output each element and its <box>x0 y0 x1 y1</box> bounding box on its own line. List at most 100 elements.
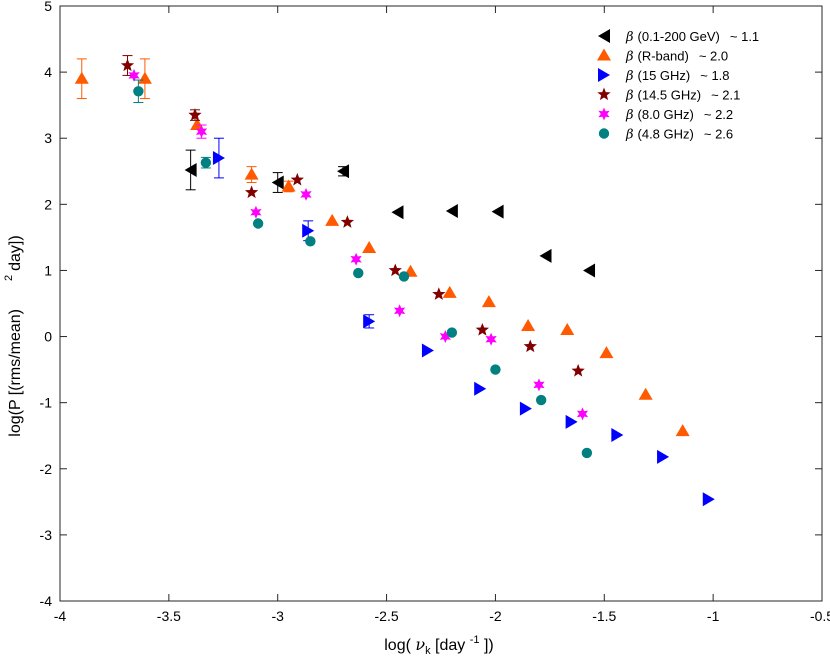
y-tick-label: 2 <box>44 196 52 212</box>
x-axis-title-prefix: log( <box>384 637 415 654</box>
y-axis-title: log(P [(rms/mean) 2 day]) <box>3 235 24 436</box>
data-point <box>353 267 364 279</box>
y-tick-label: 3 <box>44 130 52 146</box>
data-point <box>195 125 208 139</box>
data-point <box>702 492 715 507</box>
legend-slope: ~ 1.8 <box>700 68 729 83</box>
data-point <box>244 167 259 180</box>
data-point <box>481 295 496 308</box>
data-point <box>491 204 504 219</box>
data-point <box>128 68 140 82</box>
data-point <box>337 164 350 179</box>
legend-band: (R-band) <box>638 49 689 64</box>
series-4 <box>120 55 585 377</box>
data-point <box>133 86 144 97</box>
legend-item-3: β (15 GHz) ~ 1.8 <box>598 68 730 84</box>
legend-beta: β <box>625 50 634 65</box>
x-tick-label: -3.5 <box>157 608 181 624</box>
data-point <box>533 378 545 392</box>
data-point <box>302 223 315 238</box>
legend-band: (0.1-200 GeV) <box>638 29 720 44</box>
legend-item-6: β (4.8 GHz) ~ 2.6 <box>598 127 733 143</box>
x-tick-label: -3 <box>271 608 284 624</box>
x-axis-title-mid: [day <box>431 637 470 654</box>
axes: -4 -3.5 -3 -2.5 -2 -1.5 -1 -0.5 -4 -3 -2 -1 0 1 2 3 4 5 <box>40 0 830 624</box>
data-point <box>611 428 624 443</box>
data-point <box>388 263 402 277</box>
series-5 <box>128 68 589 421</box>
data-point <box>190 118 205 130</box>
x-axis-title-sub: k <box>425 645 431 657</box>
data-point <box>485 332 497 346</box>
data-point <box>74 71 89 84</box>
legend-item-5: β (8.0 GHz) ~ 2.2 <box>598 107 733 123</box>
data-point <box>340 215 355 228</box>
series-2 <box>74 58 690 437</box>
data-point <box>290 172 304 186</box>
data-point <box>362 240 377 253</box>
data-point <box>571 363 585 377</box>
y-tick-label: 4 <box>44 64 52 80</box>
data-point <box>657 449 670 464</box>
data-point <box>560 322 575 335</box>
data-point <box>394 304 406 318</box>
y-tick-label: -4 <box>40 593 53 609</box>
y-tick-label: 1 <box>44 262 52 278</box>
data-point <box>565 414 578 429</box>
x-tick-label: -4 <box>54 608 67 624</box>
y-tick-label: -3 <box>40 527 53 543</box>
legend-label: β (4.8 GHz) ~ 2.6 <box>625 127 733 143</box>
data-point <box>576 407 589 421</box>
legend-item-4: β (14.5 GHz) ~ 2.1 <box>597 87 740 104</box>
legend-label: β (0.1-200 GeV) ~ 1.1 <box>625 29 759 45</box>
data-point <box>535 394 547 406</box>
legend-beta: β <box>625 30 634 45</box>
data-point <box>442 285 457 298</box>
legend-slope: ~ 2.0 <box>699 49 728 64</box>
x-axis-title: log( νk [day -1 ]) <box>384 634 494 657</box>
legend-band: (15 GHz) <box>638 68 691 83</box>
data-point <box>421 343 434 358</box>
data-point <box>475 322 490 336</box>
x-tick-label: -1.5 <box>592 608 616 624</box>
series-3 <box>212 137 715 507</box>
data-point <box>521 318 536 331</box>
data-point <box>271 175 284 190</box>
legend-label: β (R-band) ~ 2.0 <box>625 49 728 65</box>
y-tick-label: -2 <box>40 461 53 477</box>
data-point <box>350 252 362 266</box>
legend-label: β (8.0 GHz) ~ 2.2 <box>625 107 733 123</box>
data-point <box>305 236 316 247</box>
data-point <box>325 213 340 226</box>
legend-label: β (15 GHz) ~ 1.8 <box>625 68 730 84</box>
series-6 <box>133 79 593 459</box>
y-axis-title-text: log(P [(rms/mean) <box>7 309 24 437</box>
legend-marker <box>598 107 610 121</box>
y-axis-title-sup: 2 <box>3 275 15 281</box>
data-point <box>398 271 410 282</box>
data-point <box>300 187 312 201</box>
data-point <box>244 185 259 199</box>
data-point <box>432 287 446 300</box>
legend-marker <box>598 128 610 139</box>
y-axis-title-suffix: day]) <box>7 235 24 271</box>
data-point <box>252 218 264 229</box>
legend-slope: ~ 2.1 <box>711 88 740 103</box>
data-point <box>445 203 458 218</box>
legend-slope: ~ 1.1 <box>730 29 759 44</box>
legend-marker <box>597 87 611 101</box>
data-point <box>137 71 152 84</box>
data-point <box>583 263 596 278</box>
x-axis-title-suffix: ]) <box>480 637 494 654</box>
data-marks <box>74 55 715 507</box>
data-point <box>490 364 501 375</box>
legend-marker <box>598 29 610 43</box>
data-point <box>200 157 212 168</box>
legend-marker <box>598 68 610 82</box>
legend-slope: ~ 2.6 <box>704 127 733 142</box>
data-point <box>120 58 135 72</box>
x-tick-label: -0.5 <box>810 608 830 624</box>
data-point <box>188 108 202 121</box>
